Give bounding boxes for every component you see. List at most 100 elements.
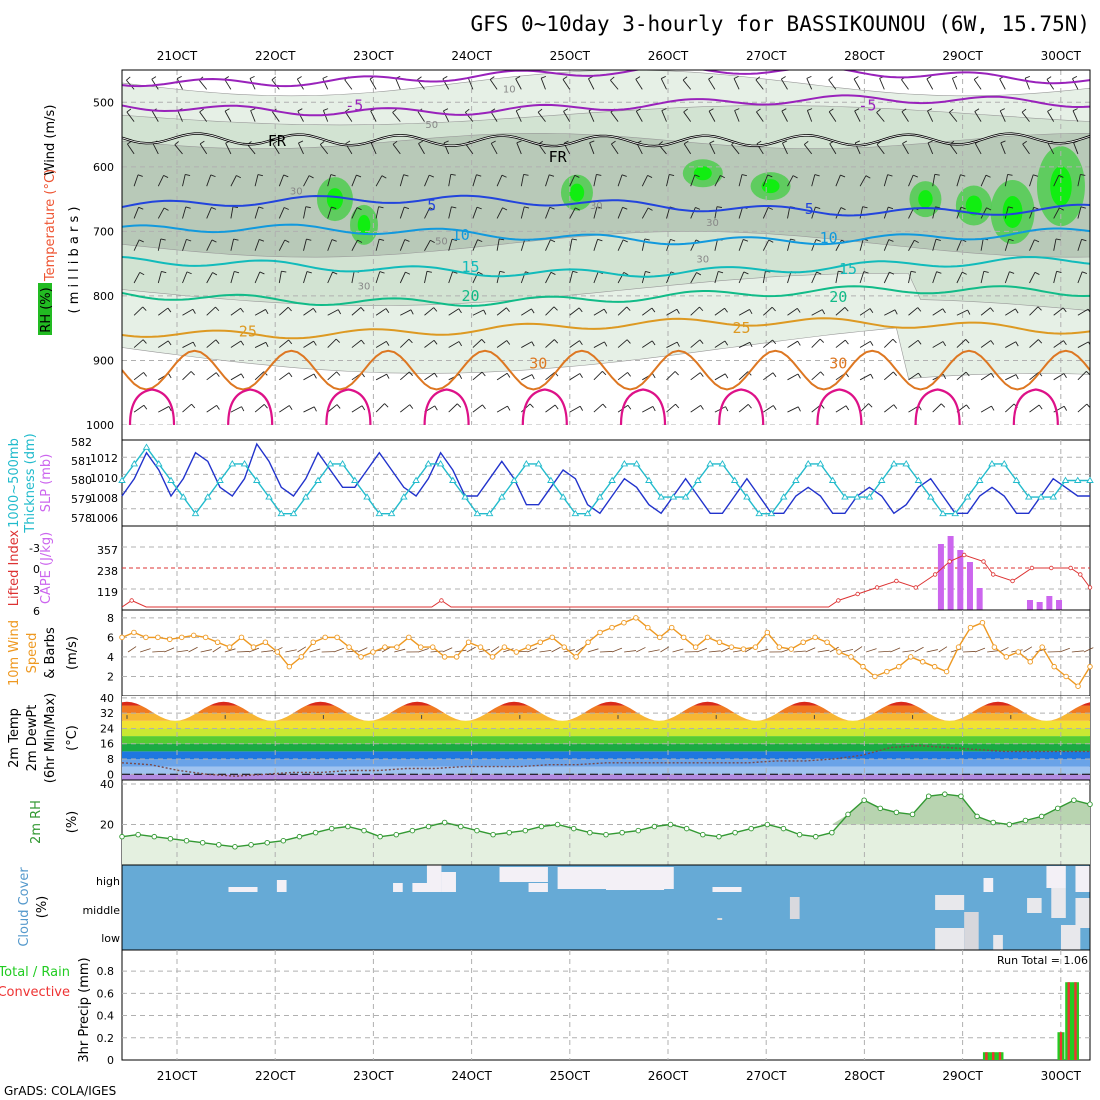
barb-staff — [973, 79, 982, 90]
barb-flag — [627, 404, 632, 410]
barb-staff — [734, 110, 740, 122]
barb-staff — [157, 271, 162, 284]
wind-barb — [133, 339, 147, 348]
barb-flag — [174, 141, 179, 146]
wind-barb — [666, 174, 675, 187]
barb-flag — [297, 108, 303, 112]
barb-staff — [319, 144, 329, 155]
wind10-line-marker — [501, 644, 508, 650]
barb-flag — [516, 140, 522, 144]
wind-barb — [322, 108, 329, 122]
barb-flag — [186, 238, 192, 242]
barb-flag — [177, 75, 182, 79]
wind10-line-marker — [931, 663, 938, 670]
wind-barb — [545, 404, 559, 413]
wind-barb — [254, 239, 265, 251]
wind-barb — [1029, 339, 1043, 348]
wind-barb — [545, 271, 556, 284]
barb-flag — [160, 238, 166, 241]
wind-barb — [859, 175, 871, 187]
cloud-block — [1051, 888, 1066, 918]
wind-barb — [683, 108, 692, 122]
wind-barb — [303, 206, 311, 219]
wind-barb — [762, 207, 773, 219]
wind10-line-marker — [537, 639, 544, 646]
barb-flag — [381, 175, 387, 179]
wind-barb — [859, 206, 868, 219]
wind-barb — [157, 207, 169, 219]
barb-staff — [828, 79, 837, 90]
barb-staff — [351, 174, 357, 187]
thickness-line-marker — [277, 509, 286, 517]
cape-bar — [1056, 600, 1063, 610]
barb-staff — [617, 239, 624, 251]
barb-staff — [617, 339, 628, 348]
thickness-line-marker — [608, 476, 616, 483]
wind-barb — [472, 309, 487, 316]
wind-barb — [956, 371, 970, 381]
barb-staff — [806, 78, 813, 90]
wind-barb — [448, 403, 462, 413]
wind10-barb — [466, 646, 476, 653]
barb-staff — [932, 239, 937, 251]
rh2m-line-marker — [554, 821, 561, 828]
barb-staff — [980, 271, 985, 284]
barb-flag — [772, 339, 777, 345]
wind10-barb — [200, 649, 212, 653]
wind10-line-marker — [298, 654, 305, 660]
wind-barb — [927, 108, 934, 122]
barb-staff — [489, 79, 498, 90]
barb-staff — [666, 403, 676, 413]
wind10-line-marker — [752, 644, 759, 650]
barb-flag — [1063, 373, 1067, 378]
barb-flag — [331, 206, 337, 210]
barb-staff — [762, 207, 769, 219]
cloud-block — [983, 878, 994, 892]
barb-flag — [306, 238, 312, 241]
barb-staff — [569, 207, 576, 219]
bottom-date-label: 21OCT — [157, 1069, 198, 1083]
barb-staff — [569, 175, 576, 187]
wind-barb — [496, 307, 510, 316]
thickness-line-marker — [841, 493, 849, 500]
barb-staff — [690, 272, 697, 284]
wind-barb — [593, 341, 608, 348]
wind10-barb — [442, 647, 453, 653]
wind10-line-marker — [872, 673, 878, 680]
barb-flag — [652, 406, 656, 412]
cloud-block — [441, 872, 456, 892]
barb-flag — [747, 404, 752, 409]
wind-barb — [956, 206, 966, 219]
rh2m-line-marker — [538, 823, 545, 830]
barb-flag — [563, 108, 569, 112]
rh2m-line-marker — [974, 813, 980, 820]
wind10-line-marker — [274, 649, 281, 655]
wind10-line-marker — [884, 668, 890, 675]
isotherm-line — [122, 349, 1090, 391]
barb-flag — [516, 108, 521, 112]
wind10-tick: 4 — [107, 651, 114, 664]
barb-flag — [458, 374, 463, 380]
barb-flag — [137, 174, 143, 177]
thickness-line-marker — [363, 493, 371, 500]
barb-flag — [572, 270, 578, 274]
barb-flag — [234, 271, 240, 274]
thickness-line-marker — [203, 493, 212, 500]
barb-staff — [126, 79, 135, 90]
wind10-line-marker — [238, 634, 245, 641]
barb-staff — [932, 174, 936, 187]
barb-staff — [593, 308, 605, 316]
isotherm-label: 5 — [805, 200, 814, 218]
wind10-barb — [624, 650, 637, 653]
barb-flag — [949, 108, 954, 113]
cloud-block — [426, 865, 442, 892]
rh-contour-label: 30 — [696, 254, 709, 265]
barb-flag — [429, 174, 434, 178]
slp-tick: 1008 — [90, 492, 118, 505]
wind10-barb — [636, 647, 646, 653]
barb-staff — [182, 206, 187, 219]
top-date-label: 29OCT — [942, 49, 983, 63]
wind10-barb — [1059, 647, 1070, 653]
barb-flag — [1021, 108, 1027, 113]
